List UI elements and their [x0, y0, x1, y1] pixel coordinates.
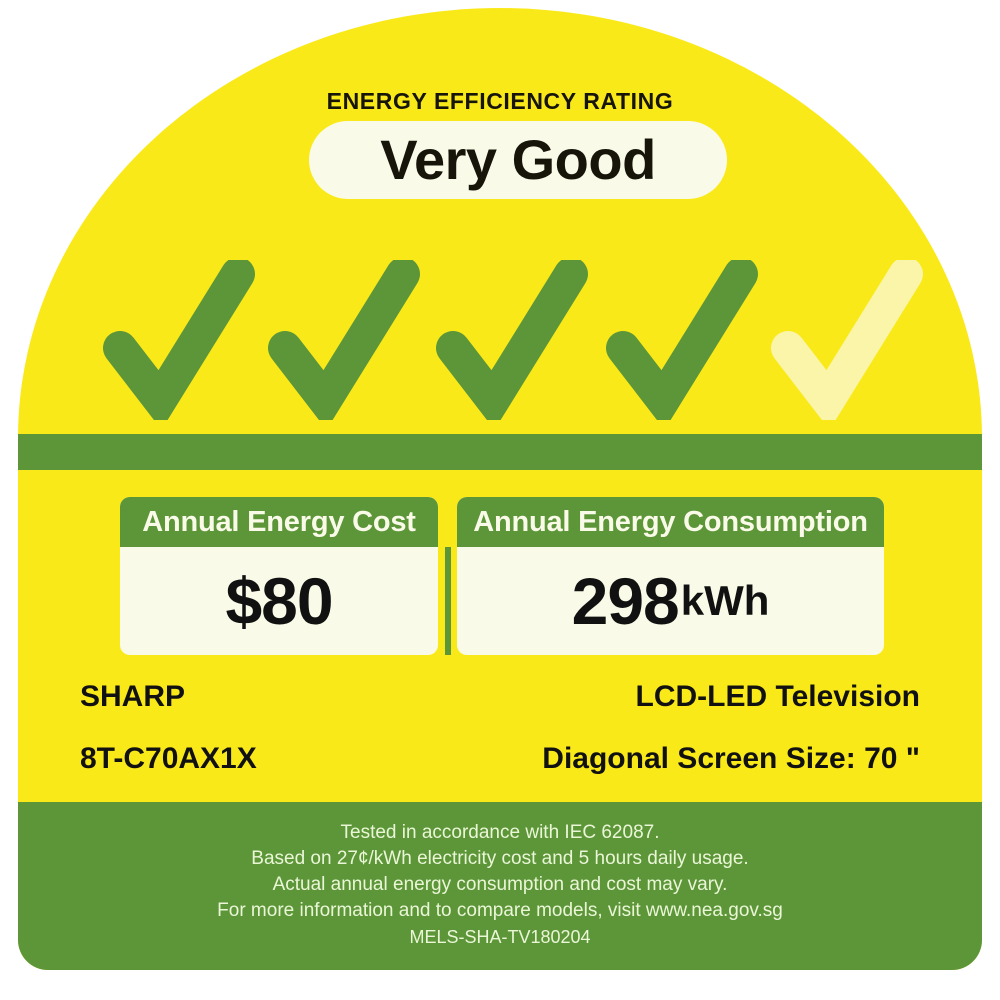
product-type: LCD-LED Television: [635, 680, 920, 713]
product-info: SHARP LCD-LED Television 8T-C70AX1X Diag…: [80, 680, 920, 796]
checkmark-icon-4: [601, 260, 761, 420]
annual-energy-cost-header: Annual Energy Cost: [120, 497, 438, 547]
annual-energy-cost-body: $80: [120, 547, 438, 655]
product-brand: SHARP: [80, 680, 186, 713]
footer-line-4: For more information and to compare mode…: [217, 900, 783, 921]
checkmark-icon-1: [98, 260, 258, 420]
annual-energy-consumption-panel: Annual Energy Consumption 298 kWh: [457, 497, 884, 655]
rating-badge: Very Good: [309, 121, 727, 199]
footer-line-2: Based on 27¢/kWh electricity cost and 5 …: [251, 848, 749, 869]
annual-energy-cost-panel: Annual Energy Cost $80: [120, 497, 438, 655]
footer-line-1: Tested in accordance with IEC 62087.: [340, 822, 660, 843]
panel-divider: [445, 547, 451, 655]
divider-band: [18, 434, 982, 470]
annual-energy-consumption-unit: kWh: [680, 577, 770, 624]
footer-note: Tested in accordance with IEC 62087. Bas…: [18, 802, 982, 970]
product-model: 8T-C70AX1X: [80, 742, 257, 775]
checkmark-icon-2: [263, 260, 423, 420]
checkmark-icon-5-empty: [766, 260, 926, 420]
annual-energy-cost-value: $80: [225, 564, 333, 638]
rating-value: Very Good: [380, 128, 656, 191]
annual-energy-cost-header-label: Annual Energy Cost: [142, 505, 416, 538]
product-screen-size: Diagonal Screen Size: 70 ": [542, 742, 920, 775]
checkmark-icon-3: [431, 260, 591, 420]
footer-reference-code: MELS-SHA-TV180204: [409, 927, 591, 947]
annual-energy-consumption-header-label: Annual Energy Consumption: [473, 505, 868, 538]
energy-label-card: ENERGY EFFICIENCY RATING Very Good: [18, 8, 982, 970]
product-info-row-1: SHARP LCD-LED Television: [80, 680, 920, 714]
data-panels: Annual Energy Cost $80 Annual Energy Con…: [120, 497, 884, 655]
page-title: ENERGY EFFICIENCY RATING: [326, 88, 674, 114]
annual-energy-consumption-header: Annual Energy Consumption: [457, 497, 884, 547]
footer-line-3: Actual annual energy consumption and cos…: [272, 874, 728, 895]
rating-tick-row: [98, 260, 938, 420]
product-info-row-2: 8T-C70AX1X Diagonal Screen Size: 70 ": [80, 742, 920, 776]
annual-energy-consumption-value: 298: [571, 564, 680, 638]
annual-energy-consumption-body: 298 kWh: [457, 547, 884, 655]
